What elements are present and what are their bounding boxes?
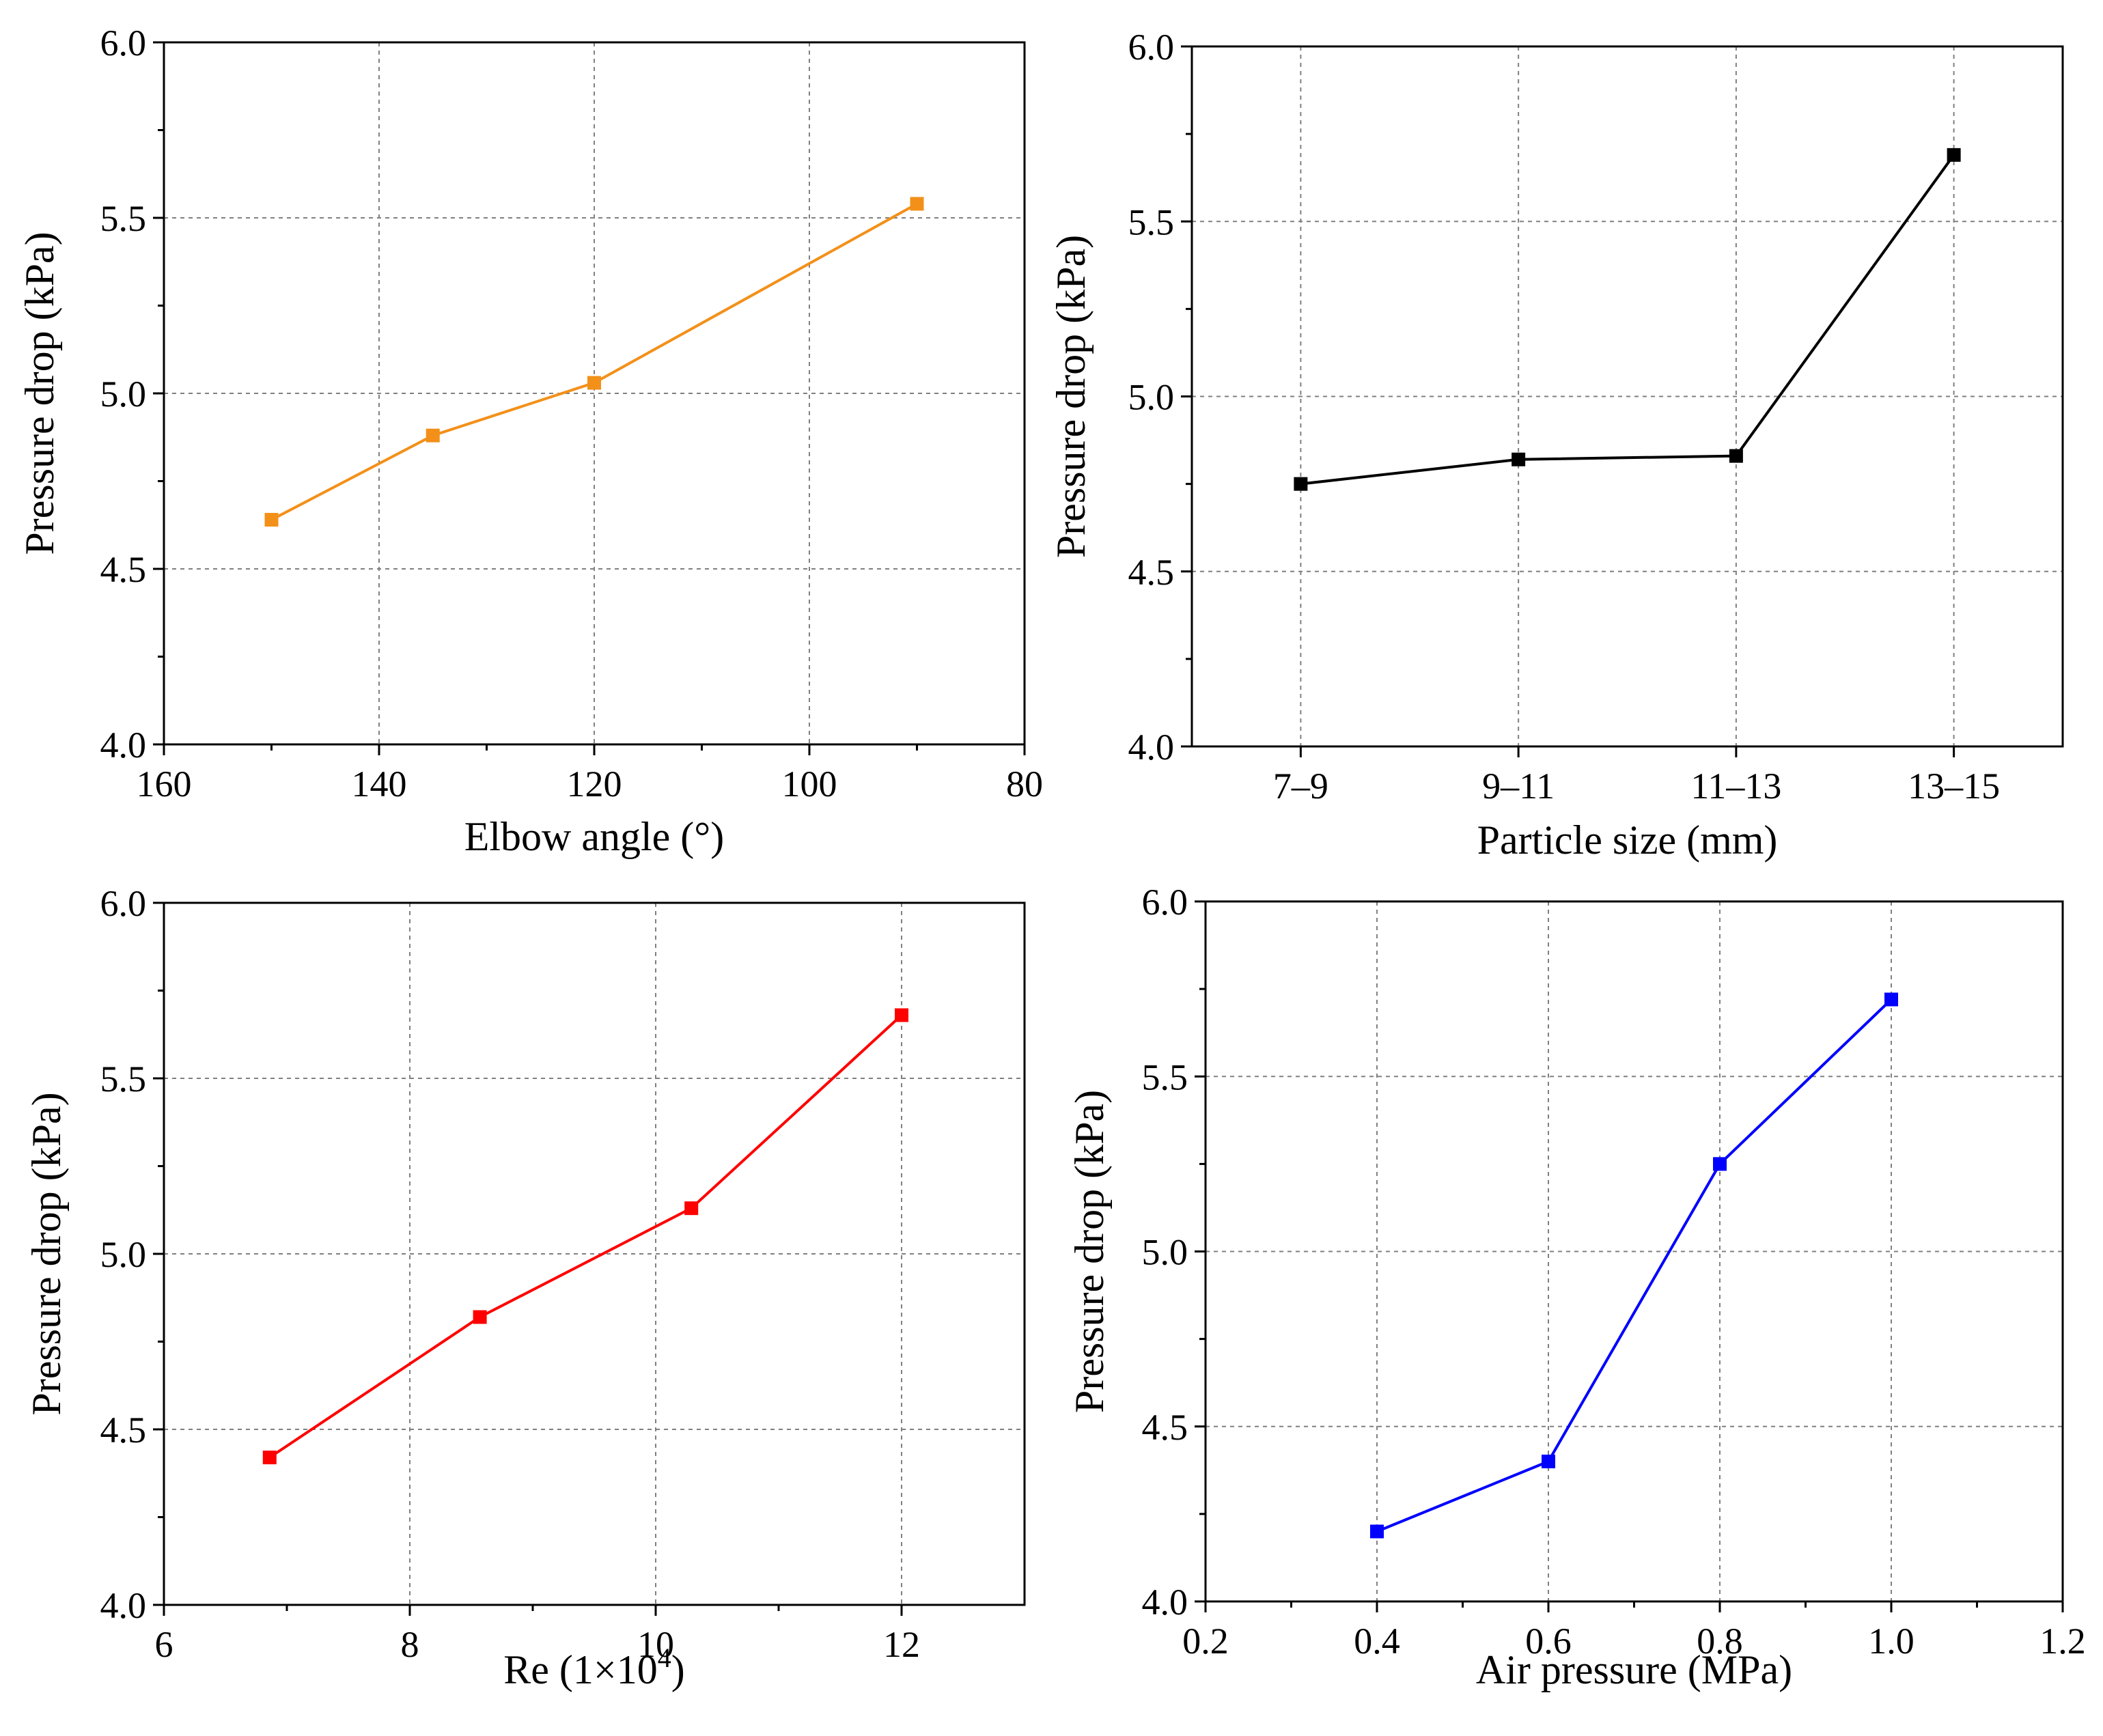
x-tick-label: 6 [155, 1624, 173, 1665]
x-tick-label: 0.2 [1182, 1621, 1229, 1662]
chart-panel-2: 7–9 9–11 11–13 13–15 4.0 4.5 5.0 5.5 6.0 Pressure… [1048, 27, 2064, 863]
x-tick-label: 1.2 [2039, 1621, 2086, 1662]
series-line-1 [270, 202, 918, 521]
x-tick-label: 12 [883, 1624, 920, 1665]
x-tick-label: 120 [567, 764, 622, 804]
x-axis-title: Air pressure (MPa) [1476, 1647, 1792, 1692]
y-tick-label: 6.0 [100, 883, 147, 924]
x-axis-title: Elbow angle (°) [464, 814, 725, 859]
x-axis-title-text: Air pressure (MPa) [1476, 1647, 1792, 1692]
y-tick-label: 6.0 [100, 23, 147, 64]
y-tick-label: 5.0 [1142, 1232, 1188, 1273]
x-tick-label: 8 [401, 1624, 419, 1665]
y-tick-label: 4.0 [100, 1585, 147, 1626]
y-tick-label: 4.0 [1128, 727, 1175, 768]
x-axis-title-text: Particle size (mm) [1477, 817, 1778, 863]
x-tick-label: 160 [137, 764, 192, 804]
y-tick-label: 4.5 [1142, 1407, 1188, 1448]
data-point-marker [684, 1201, 699, 1216]
data-point-marker [1884, 992, 1898, 1007]
data-point-marker [587, 376, 601, 390]
data-point-marker [1370, 1524, 1384, 1539]
chart-panel-4: 0.2 0.4 0.6 0.8 1.0 1.2 4.0 4.5 5.0 5.5 6.0 Pressur… [1067, 882, 2086, 1692]
data-point-marker [910, 197, 924, 211]
y-tick-label: 6.0 [1142, 882, 1188, 923]
chart-panel-1: 160 140 120 100 80 4.0 4.5 5.0 5.5 6.0 Pressure dr… [17, 23, 1043, 859]
x-axis-title: Particle size (mm) [1477, 817, 1778, 863]
data-point-marker [1729, 449, 1743, 463]
x-tick-label: 7–9 [1273, 766, 1328, 807]
y-tick-label: 4.0 [1142, 1582, 1188, 1623]
x-axis-title: Re (1×104) [503, 1642, 684, 1692]
data-point-marker [1947, 148, 1961, 162]
y-tick-label: 5.5 [1142, 1056, 1188, 1097]
series-line-1 [1300, 154, 1955, 486]
y-tick-label: 5.5 [100, 198, 147, 239]
x-axis-title-text: Elbow angle (°) [464, 814, 725, 859]
x-tick-label: 140 [352, 764, 407, 804]
x-tick-label: 11–13 [1690, 766, 1781, 807]
y-tick-label: 5.0 [1128, 377, 1175, 418]
data-point-marker [895, 1008, 908, 1022]
y-tick-label: 4.5 [1128, 552, 1175, 593]
x-axis-title-text: Re (1×10 [503, 1647, 657, 1692]
data-point-marker [473, 1310, 487, 1324]
x-tick-label: 9–11 [1482, 766, 1555, 807]
y-tick-label: 5.0 [100, 1234, 147, 1275]
chart-panel-3: 6 8 10 12 4.0 4.5 5.0 5.5 6.0 Pressure drop (kPa)… [24, 883, 1026, 1692]
x-tick-label: 0.8 [1697, 1621, 1743, 1662]
x-axis-title-end: ) [671, 1647, 685, 1692]
y-tick-label: 4.5 [100, 549, 147, 590]
data-point-marker [1713, 1157, 1727, 1171]
x-tick-label: 80 [1006, 764, 1043, 804]
y-tick-label: 4.0 [100, 725, 147, 766]
data-point-marker [264, 513, 279, 527]
y-axis-title: Pressure drop (kPa) [17, 232, 62, 555]
y-axis-title: Pressure drop (kPa) [1067, 1090, 1112, 1413]
data-point-marker [426, 428, 440, 443]
y-tick-label: 5.5 [100, 1059, 147, 1100]
y-tick-label: 6.0 [1128, 27, 1175, 68]
x-tick-label: 100 [782, 764, 837, 804]
x-tick-label: 0.6 [1525, 1621, 1572, 1662]
y-axis-title: Pressure drop (kPa) [24, 1092, 69, 1415]
data-point-marker [262, 1451, 277, 1465]
x-tick-label: 0.4 [1354, 1621, 1400, 1662]
y-tick-label: 5.0 [100, 374, 147, 415]
x-tick-label: 13–15 [1908, 766, 2000, 807]
y-axis-title: Pressure drop (kPa) [1048, 235, 1094, 558]
data-point-marker [1294, 477, 1308, 491]
y-tick-label: 5.5 [1128, 201, 1175, 242]
data-point-marker [1512, 452, 1526, 466]
series-line-1 [1376, 998, 1893, 1533]
y-tick-label: 4.5 [100, 1410, 147, 1451]
x-tick-label: 1.0 [1868, 1621, 1914, 1662]
x-tick-label: 10 [637, 1624, 674, 1665]
data-point-marker [1542, 1455, 1555, 1468]
x-axis-title-superscript: 4 [658, 1642, 671, 1673]
series-line-1 [268, 1014, 903, 1459]
